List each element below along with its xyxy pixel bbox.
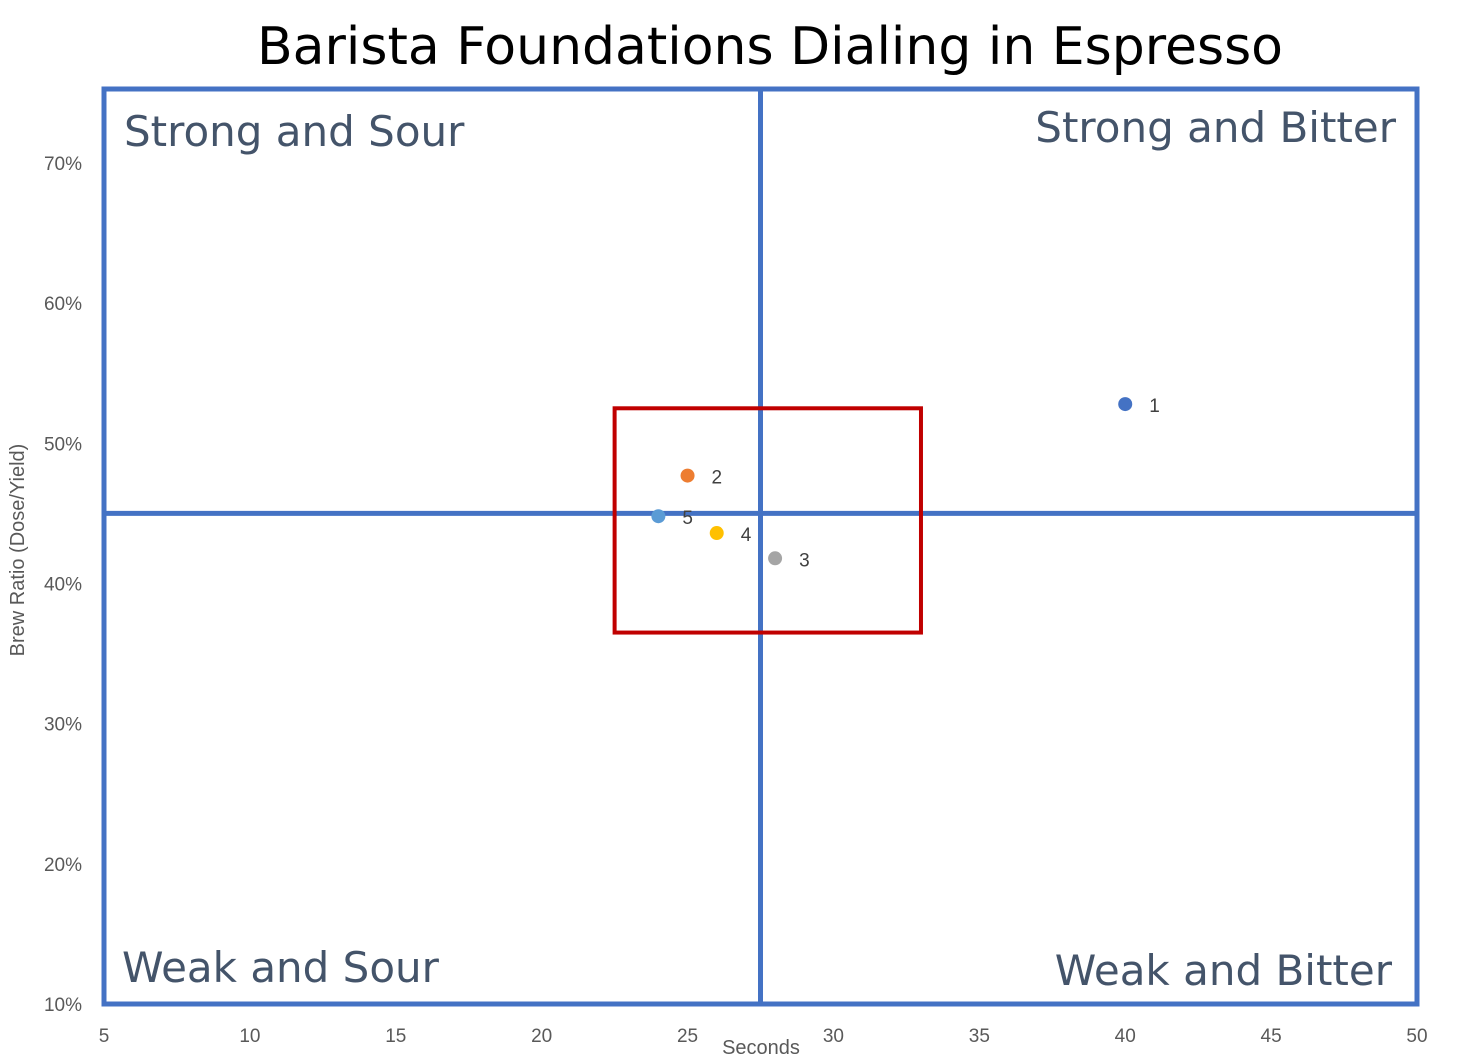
data-point-4 [709,526,724,541]
x-tick-label: 20 [531,1026,552,1047]
y-tick-label: 70% [44,154,82,175]
y-tick-label: 50% [44,434,82,455]
x-tick-label: 25 [677,1026,698,1047]
data-points: 1 2 3 4 5 [651,396,1160,571]
y-tick-label: 40% [44,575,82,596]
x-axis-tick-labels: 5 10 15 20 25 30 35 40 45 50 [99,1026,1428,1047]
x-tick-label: 35 [969,1026,990,1047]
quadrant-frame [101,86,1420,1007]
chart-title: Barista Foundations Dialing in Espresso [257,17,1283,77]
y-tick-label: 10% [44,995,82,1016]
data-point-label-4: 4 [741,525,752,546]
data-point-1 [1118,397,1133,412]
target-zone-box [612,406,923,635]
y-tick-label: 20% [44,855,82,876]
x-tick-label: 10 [239,1026,260,1047]
x-tick-label: 40 [1115,1026,1136,1047]
x-tick-label: 5 [99,1026,110,1047]
data-point-3 [768,551,783,566]
target-zone [612,406,923,635]
x-tick-label: 50 [1406,1026,1427,1047]
data-point-5 [651,509,666,524]
quadrant-label-weak-and-sour: Weak and Sour [122,943,440,992]
data-point-2 [680,468,695,483]
data-point-label-5: 5 [682,508,693,529]
data-point-label-2: 2 [712,468,723,489]
quadrant-label-weak-and-bitter: Weak and Bitter [1055,946,1393,995]
y-axis-tick-labels: 10% 20% 30% 40% 50% 60% 70% [44,154,82,1016]
data-point-label-3: 3 [799,550,810,571]
x-axis-label: Seconds [722,1037,800,1059]
x-tick-label: 45 [1261,1026,1282,1047]
y-axis-label: Brew Ratio (Dose/Yield) [7,444,29,657]
quadrant-label-strong-and-bitter: Strong and Bitter [1035,103,1396,152]
quadrant-label-strong-and-sour: Strong and Sour [124,107,465,156]
data-point-label-1: 1 [1149,396,1160,417]
y-tick-label: 60% [44,294,82,315]
x-tick-label: 15 [385,1026,406,1047]
x-tick-label: 30 [823,1026,844,1047]
y-tick-label: 30% [44,715,82,736]
